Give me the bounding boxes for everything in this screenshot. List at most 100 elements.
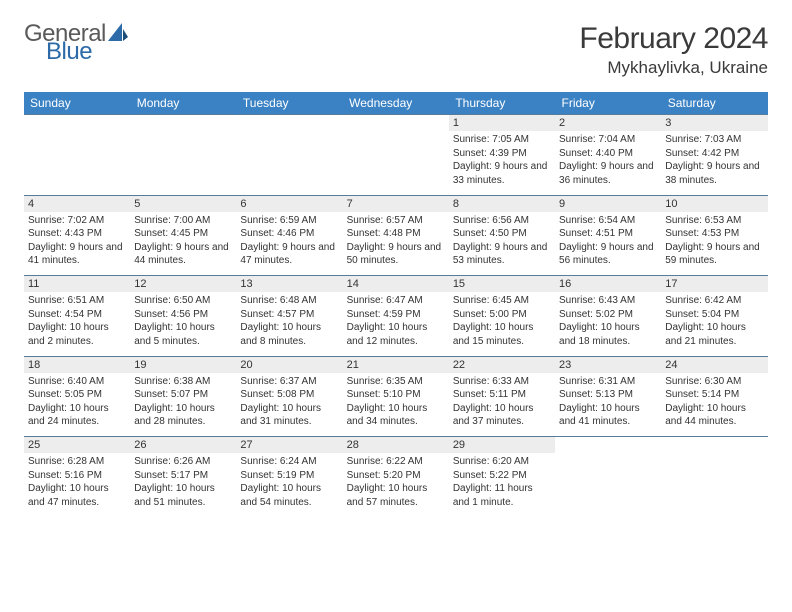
logo-text-blue: Blue [46, 40, 128, 64]
day-number-row: 2526272829 [24, 437, 768, 454]
day-details: Sunrise: 7:00 AMSunset: 4:45 PMDaylight:… [130, 212, 236, 274]
page-header: General Blue February 2024 Mykhaylivka, … [24, 22, 768, 78]
day-detail-cell: Sunrise: 7:04 AMSunset: 4:40 PMDaylight:… [555, 131, 661, 195]
day-number: 28 [343, 437, 449, 453]
day-number-cell: 3 [661, 115, 767, 132]
day-number: 19 [130, 357, 236, 373]
day-details: Sunrise: 6:20 AMSunset: 5:22 PMDaylight:… [449, 453, 555, 515]
day-details: Sunrise: 7:03 AMSunset: 4:42 PMDaylight:… [661, 131, 767, 193]
day-number-cell: 12 [130, 276, 236, 293]
day-detail-cell: Sunrise: 6:28 AMSunset: 5:16 PMDaylight:… [24, 453, 130, 517]
day-number: 27 [236, 437, 342, 453]
day-detail-cell: Sunrise: 6:26 AMSunset: 5:17 PMDaylight:… [130, 453, 236, 517]
day-number-cell: 22 [449, 356, 555, 373]
day-details: Sunrise: 6:33 AMSunset: 5:11 PMDaylight:… [449, 373, 555, 435]
day-number: 18 [24, 357, 130, 373]
day-details: Sunrise: 6:56 AMSunset: 4:50 PMDaylight:… [449, 212, 555, 274]
weekday-header: Sunday [24, 92, 130, 115]
day-details: Sunrise: 6:40 AMSunset: 5:05 PMDaylight:… [24, 373, 130, 435]
day-detail-cell [24, 131, 130, 195]
day-details: Sunrise: 6:59 AMSunset: 4:46 PMDaylight:… [236, 212, 342, 274]
day-detail-cell [661, 453, 767, 517]
day-detail-cell: Sunrise: 6:20 AMSunset: 5:22 PMDaylight:… [449, 453, 555, 517]
day-number: 26 [130, 437, 236, 453]
weekday-header: Saturday [661, 92, 767, 115]
day-number-cell [236, 115, 342, 132]
day-detail-row: Sunrise: 6:28 AMSunset: 5:16 PMDaylight:… [24, 453, 768, 517]
day-detail-cell: Sunrise: 7:05 AMSunset: 4:39 PMDaylight:… [449, 131, 555, 195]
day-number-cell [661, 437, 767, 454]
day-number-cell: 10 [661, 195, 767, 212]
day-detail-cell: Sunrise: 7:02 AMSunset: 4:43 PMDaylight:… [24, 212, 130, 276]
weekday-header: Tuesday [236, 92, 342, 115]
day-number: 9 [555, 196, 661, 212]
day-details: Sunrise: 6:53 AMSunset: 4:53 PMDaylight:… [661, 212, 767, 274]
day-number-cell: 18 [24, 356, 130, 373]
day-number-cell: 17 [661, 276, 767, 293]
day-number-cell: 9 [555, 195, 661, 212]
day-number-cell: 14 [343, 276, 449, 293]
day-details: Sunrise: 6:48 AMSunset: 4:57 PMDaylight:… [236, 292, 342, 354]
day-number-cell: 13 [236, 276, 342, 293]
day-number-cell [130, 115, 236, 132]
day-number-cell: 20 [236, 356, 342, 373]
day-number: 1 [449, 115, 555, 131]
day-number-cell: 26 [130, 437, 236, 454]
day-detail-cell: Sunrise: 6:35 AMSunset: 5:10 PMDaylight:… [343, 373, 449, 437]
day-number-cell: 6 [236, 195, 342, 212]
day-detail-row: Sunrise: 6:40 AMSunset: 5:05 PMDaylight:… [24, 373, 768, 437]
day-number: 20 [236, 357, 342, 373]
day-detail-cell: Sunrise: 7:00 AMSunset: 4:45 PMDaylight:… [130, 212, 236, 276]
day-number: 5 [130, 196, 236, 212]
day-details: Sunrise: 6:22 AMSunset: 5:20 PMDaylight:… [343, 453, 449, 515]
day-number-cell: 27 [236, 437, 342, 454]
day-detail-cell [555, 453, 661, 517]
day-details: Sunrise: 6:57 AMSunset: 4:48 PMDaylight:… [343, 212, 449, 274]
day-details: Sunrise: 7:04 AMSunset: 4:40 PMDaylight:… [555, 131, 661, 193]
day-detail-cell: Sunrise: 6:53 AMSunset: 4:53 PMDaylight:… [661, 212, 767, 276]
day-detail-cell: Sunrise: 6:30 AMSunset: 5:14 PMDaylight:… [661, 373, 767, 437]
day-number-cell: 29 [449, 437, 555, 454]
day-detail-cell: Sunrise: 6:57 AMSunset: 4:48 PMDaylight:… [343, 212, 449, 276]
day-detail-cell [130, 131, 236, 195]
day-number-cell: 24 [661, 356, 767, 373]
day-detail-cell: Sunrise: 6:40 AMSunset: 5:05 PMDaylight:… [24, 373, 130, 437]
day-detail-cell: Sunrise: 6:48 AMSunset: 4:57 PMDaylight:… [236, 292, 342, 356]
day-number-cell: 21 [343, 356, 449, 373]
day-detail-cell: Sunrise: 6:22 AMSunset: 5:20 PMDaylight:… [343, 453, 449, 517]
location-label: Mykhaylivka, Ukraine [579, 58, 768, 78]
day-number-cell: 19 [130, 356, 236, 373]
day-number: 4 [24, 196, 130, 212]
day-details: Sunrise: 6:28 AMSunset: 5:16 PMDaylight:… [24, 453, 130, 515]
day-number-cell [24, 115, 130, 132]
day-number-cell: 4 [24, 195, 130, 212]
calendar-body: 123Sunrise: 7:05 AMSunset: 4:39 PMDaylig… [24, 115, 768, 518]
day-details: Sunrise: 6:47 AMSunset: 4:59 PMDaylight:… [343, 292, 449, 354]
brand-logo: General Blue [24, 22, 128, 64]
day-number: 15 [449, 276, 555, 292]
day-number-cell: 16 [555, 276, 661, 293]
day-detail-cell: Sunrise: 7:03 AMSunset: 4:42 PMDaylight:… [661, 131, 767, 195]
day-detail-cell: Sunrise: 6:42 AMSunset: 5:04 PMDaylight:… [661, 292, 767, 356]
day-number: 7 [343, 196, 449, 212]
day-details: Sunrise: 6:42 AMSunset: 5:04 PMDaylight:… [661, 292, 767, 354]
day-number-cell: 23 [555, 356, 661, 373]
day-number: 12 [130, 276, 236, 292]
day-details: Sunrise: 6:45 AMSunset: 5:00 PMDaylight:… [449, 292, 555, 354]
title-block: February 2024 Mykhaylivka, Ukraine [579, 22, 768, 78]
day-detail-cell: Sunrise: 6:37 AMSunset: 5:08 PMDaylight:… [236, 373, 342, 437]
day-number-cell: 5 [130, 195, 236, 212]
day-number: 16 [555, 276, 661, 292]
day-details: Sunrise: 6:50 AMSunset: 4:56 PMDaylight:… [130, 292, 236, 354]
day-detail-cell: Sunrise: 6:56 AMSunset: 4:50 PMDaylight:… [449, 212, 555, 276]
day-number-row: 18192021222324 [24, 356, 768, 373]
day-number-cell: 11 [24, 276, 130, 293]
day-number: 14 [343, 276, 449, 292]
day-number-cell: 25 [24, 437, 130, 454]
day-detail-cell: Sunrise: 6:59 AMSunset: 4:46 PMDaylight:… [236, 212, 342, 276]
day-number: 25 [24, 437, 130, 453]
day-number: 11 [24, 276, 130, 292]
day-detail-cell: Sunrise: 6:47 AMSunset: 4:59 PMDaylight:… [343, 292, 449, 356]
day-number-cell: 28 [343, 437, 449, 454]
day-details: Sunrise: 6:51 AMSunset: 4:54 PMDaylight:… [24, 292, 130, 354]
